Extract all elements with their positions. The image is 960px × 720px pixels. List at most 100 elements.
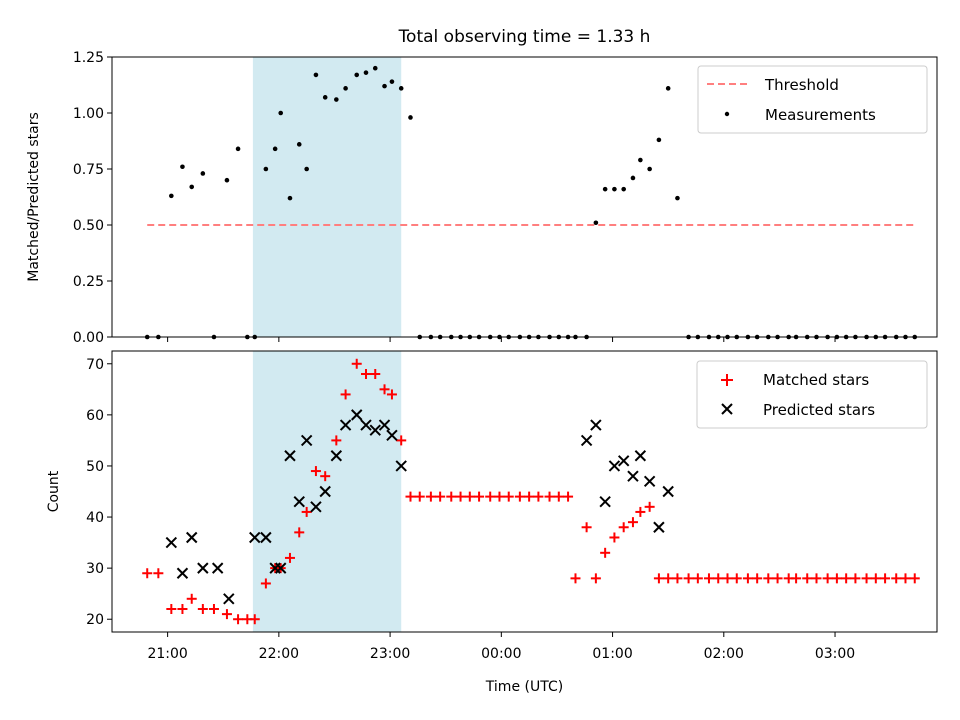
matched-star-point	[351, 358, 362, 369]
legend-threshold-label: Threshold	[764, 76, 839, 94]
matched-star-point	[692, 573, 703, 584]
matched-star-point	[320, 471, 331, 482]
bottom-legend: Matched stars Predicted stars	[696, 360, 928, 429]
x-tick-label: 00:00	[481, 646, 521, 662]
y-axis-label: Matched/Predicted stars	[26, 112, 42, 282]
matched-star-point	[841, 573, 852, 584]
y-tick-label: 70	[86, 357, 104, 373]
measurement-point	[372, 65, 378, 71]
predicted-star-point	[211, 562, 224, 574]
matched-star-point	[861, 573, 872, 584]
measurement-point	[287, 195, 293, 201]
matched-star-point	[618, 522, 629, 533]
y-tick-label: 30	[86, 561, 104, 577]
x-tick-label: 23:00	[370, 646, 410, 662]
predicted-star-point	[330, 450, 343, 462]
top-plot-marks	[144, 65, 918, 340]
matched-star-point	[340, 389, 351, 400]
matched-star-point	[900, 573, 911, 584]
y-tick-label: 50	[86, 459, 104, 475]
predicted-star-point	[275, 562, 287, 574]
y-tick-label: 0.25	[73, 274, 104, 290]
matched-star-point	[590, 573, 601, 584]
predicted-star-point	[643, 475, 656, 487]
bottom-axis-ticks: 20 30 40 50 60 70 21:00 22:00 23:00 00:00 01:00 02:…	[86, 357, 855, 662]
matched-star-point	[653, 573, 664, 584]
matched-star-point	[581, 522, 592, 533]
x-tick-label: 21:00	[147, 646, 187, 662]
y-tick-label: 0.50	[73, 218, 104, 234]
predicted-star-point	[351, 409, 363, 421]
matched-star-point	[197, 604, 208, 615]
top-plot-frame	[111, 56, 938, 338]
matched-star-point	[503, 491, 514, 502]
predicted-star-point	[249, 531, 261, 544]
matched-star-point	[260, 578, 271, 589]
matched-star-point	[570, 573, 581, 584]
measurement-point	[354, 72, 360, 78]
matched-star-point	[208, 604, 219, 615]
legend-predicted-swatch	[721, 403, 733, 415]
top-panel: 0.00 0.25 0.50 0.75 1.00 1.25 Total observing…	[26, 27, 938, 346]
matched-star-point	[221, 609, 232, 620]
highlight-band	[252, 57, 402, 337]
matched-star-point	[294, 527, 305, 538]
predicted-star-point	[260, 531, 272, 544]
matched-star-point	[514, 491, 525, 502]
measurement-point	[382, 83, 387, 89]
measurement-point	[304, 166, 309, 172]
y-tick-label: 0.00	[73, 330, 104, 346]
predicted-star-point	[300, 434, 313, 447]
measurement-point	[334, 97, 339, 102]
x-axis-label: Time (UTC)	[485, 679, 563, 695]
measurement-point	[224, 177, 230, 183]
measurement-point	[389, 79, 395, 84]
measurement-point	[638, 157, 643, 163]
matched-star-point	[731, 573, 742, 584]
predicted-star-point	[599, 496, 611, 508]
measurement-point	[621, 186, 626, 192]
legend-matched-label: Matched stars	[763, 371, 869, 389]
matched-star-point	[233, 614, 244, 625]
measurement-point	[278, 110, 284, 116]
measurement-point	[343, 86, 348, 91]
predicted-star-point	[627, 470, 639, 482]
predicted-star-point	[369, 424, 381, 436]
measurement-point	[593, 220, 599, 226]
highlight-band	[252, 351, 402, 632]
predicted-star-point	[197, 562, 209, 574]
matched-star-point	[627, 517, 638, 528]
y-tick-label: 60	[86, 408, 104, 424]
chart-title: Total observing time = 1.33 h	[398, 27, 651, 47]
matched-star-point	[672, 573, 683, 584]
matched-star-point	[331, 435, 342, 446]
measurement-point	[272, 146, 278, 152]
matched-star-point	[802, 573, 813, 584]
matched-star-point	[791, 573, 802, 584]
matched-star-point	[425, 491, 436, 502]
legend-measurement-label: Measurements	[765, 106, 876, 124]
matched-star-point	[485, 491, 496, 502]
x-tick-label: 22:00	[259, 646, 299, 662]
matched-star-point	[663, 573, 674, 584]
matched-star-point	[553, 491, 564, 502]
measurement-point	[313, 72, 319, 78]
matched-star-point	[396, 435, 407, 446]
measurement-point	[363, 70, 369, 75]
predicted-star-point	[653, 521, 665, 533]
measurement-point	[665, 86, 671, 91]
matched-star-point	[386, 389, 397, 400]
y-tick-label: 1.00	[73, 106, 104, 122]
matched-star-point	[644, 501, 655, 512]
matched-star-point	[772, 573, 783, 584]
measurement-point	[235, 146, 241, 152]
matched-star-point	[891, 573, 902, 584]
legend-matched-swatch	[721, 374, 733, 386]
matched-star-point	[635, 506, 646, 517]
predicted-star-point	[386, 429, 398, 442]
legend-box	[696, 360, 928, 429]
matched-star-point	[544, 491, 555, 502]
top-axis-ticks: 0.00 0.25 0.50 0.75 1.00 1.25	[73, 50, 836, 346]
matched-star-point	[186, 593, 197, 604]
measurement-point	[169, 193, 174, 199]
